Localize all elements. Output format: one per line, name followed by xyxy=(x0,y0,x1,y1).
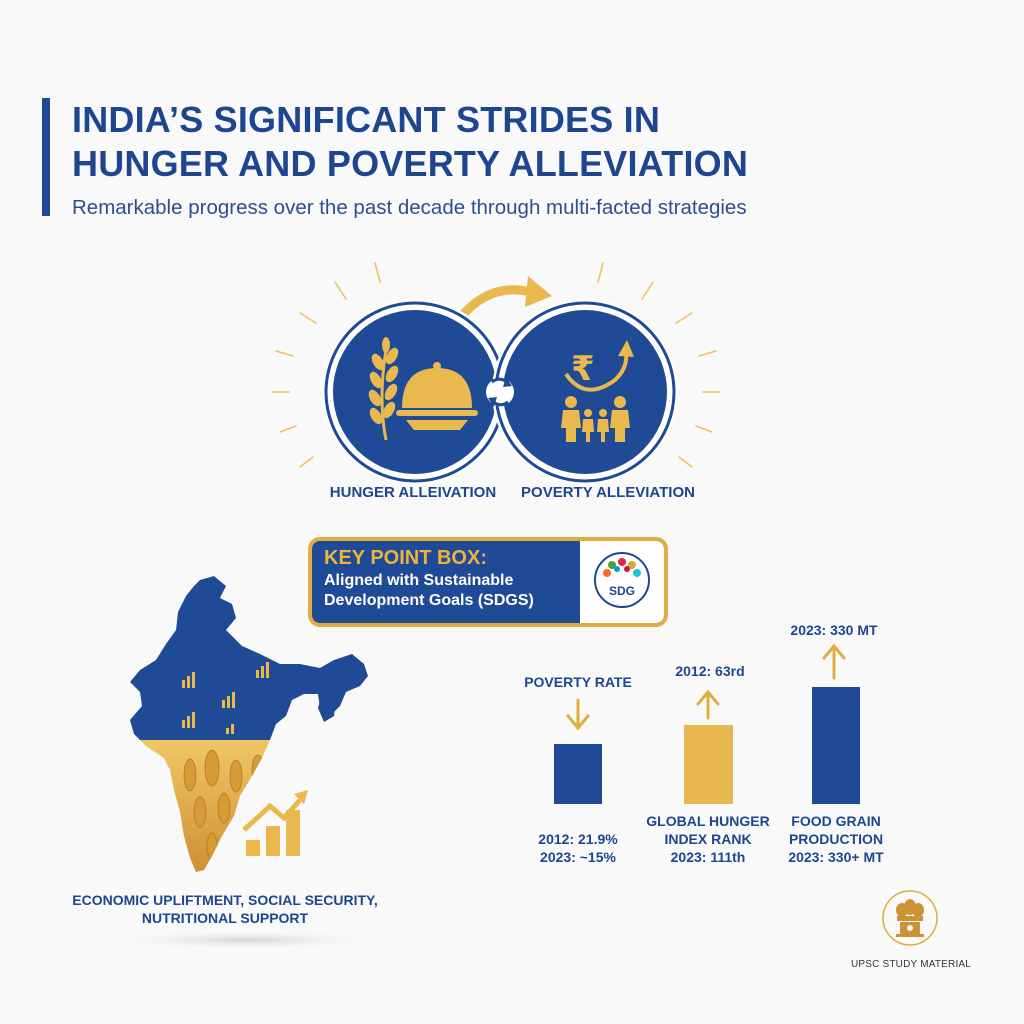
food-grain-top-label: 2023: 330 MT xyxy=(790,622,878,638)
sdg-logo-icon: SDG xyxy=(594,552,650,608)
poverty-alleviation-label: POVERTY ALLEVIATION xyxy=(521,484,695,501)
poverty-2023-value: 2023: ~15% xyxy=(540,849,616,865)
sun-rays-right-icon xyxy=(597,262,721,468)
key-point-heading: KEY POINT BOX: xyxy=(324,547,487,569)
up-arrow-icon xyxy=(564,340,634,392)
map-caption-line-2: NUTRITIONAL SUPPORT xyxy=(141,910,309,926)
upsc-study-material-label: UPSC STUDY MATERIAL xyxy=(850,959,972,970)
sdg-badge-panel: SDG xyxy=(580,541,664,623)
growth-chart-icon xyxy=(242,790,308,856)
food-grain-title-1: FOOD GRAIN xyxy=(791,813,881,829)
hunger-circle xyxy=(322,299,508,485)
key-point-text: KEY POINT BOX: Aligned with Sustainable … xyxy=(324,545,586,611)
wheat-icon xyxy=(368,337,399,441)
hunger-index-bar xyxy=(684,725,733,804)
down-arrow-icon xyxy=(566,698,590,731)
sun-rays-left-icon xyxy=(271,262,381,468)
map-chart-icons xyxy=(182,662,269,734)
rupee-icon: ₹ xyxy=(571,349,595,389)
curved-arrow-icon xyxy=(455,276,552,323)
hunger-index-2012-label: 2012: 63rd xyxy=(675,663,745,679)
title-line-2: HUNGER AND POVERTY ALLEVIATION xyxy=(72,143,749,184)
poverty-circle: ₹ xyxy=(492,299,678,485)
poverty-rate-values: 2012: 21.9% 2023: ~15% xyxy=(498,830,658,866)
wheat-field-icon xyxy=(183,749,265,860)
hunger-poverty-graphic: ₹ xyxy=(271,262,721,485)
page-title: INDIA’S SIGNIFICANT STRIDES IN HUNGER AN… xyxy=(72,98,972,186)
food-grain-2023-value: 2023: 330+ MT xyxy=(788,849,884,865)
food-grain-values: FOOD GRAIN PRODUCTION 2023: 330+ MT xyxy=(756,812,916,866)
map-caption: ECONOMIC UPLIFTMENT, SOCIAL SECURITY, NU… xyxy=(60,891,390,927)
hunger-index-2023-value: 2023: 111th xyxy=(670,849,746,865)
national-emblem-icon xyxy=(882,890,938,946)
stats-graphic xyxy=(554,643,860,804)
key-point-line-2: Development Goals (SDGS) xyxy=(324,592,534,609)
hunger-index-title-1: GLOBAL HUNGER xyxy=(646,813,770,829)
page-subtitle: Remarkable progress over the past decade… xyxy=(72,196,747,219)
map-caption-line-1: ECONOMIC UPLIFTMENT, SOCIAL SECURITY, xyxy=(72,892,378,908)
cycle-icon xyxy=(486,377,514,407)
poverty-bar xyxy=(554,744,602,804)
poverty-2012-value: 2012: 21.9% xyxy=(538,831,618,847)
food-grain-title-2: PRODUCTION xyxy=(788,831,884,847)
title-accent-bar xyxy=(42,98,50,216)
india-map-icon xyxy=(105,576,385,950)
sdg-badge-text: SDG xyxy=(608,584,635,598)
key-point-line-1: Aligned with Sustainable xyxy=(324,572,514,589)
poverty-rate-label: POVERTY RATE xyxy=(524,674,632,690)
key-point-box: KEY POINT BOX: Aligned with Sustainable … xyxy=(308,537,668,627)
hunger-index-values: GLOBAL HUNGER INDEX RANK 2023: 111th xyxy=(628,812,788,866)
food-dome-icon xyxy=(396,362,478,430)
title-line-1: INDIA’S SIGNIFICANT STRIDES IN xyxy=(72,99,661,140)
up-arrow-icon xyxy=(696,689,720,720)
hunger-alleviation-label: HUNGER ALLEIVATION xyxy=(329,484,497,501)
up-arrow-icon xyxy=(822,643,846,680)
food-grain-bar xyxy=(812,687,860,804)
hunger-index-title-2: INDEX RANK xyxy=(664,831,752,847)
family-icon xyxy=(561,396,630,442)
